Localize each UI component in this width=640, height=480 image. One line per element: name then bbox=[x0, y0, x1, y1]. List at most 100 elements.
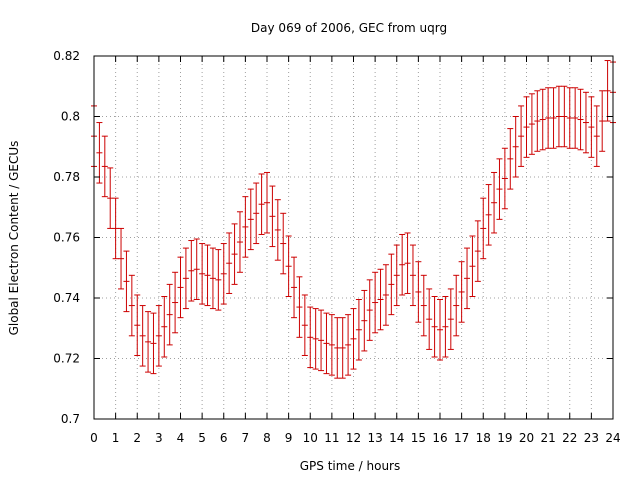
y-tick-label: 0.7 bbox=[61, 412, 80, 426]
error-bar-point bbox=[561, 85, 568, 148]
x-tick-label: 20 bbox=[519, 431, 534, 445]
error-bar-point bbox=[442, 295, 449, 358]
error-bar-point bbox=[545, 87, 552, 149]
x-tick-label: 5 bbox=[198, 431, 206, 445]
error-bar-point bbox=[453, 274, 460, 337]
chart-title: Day 069 of 2006, GEC from uqrg bbox=[251, 21, 447, 35]
x-tick-labels: 0 1 2 3 4 5 6 7 8 9 10 11 12 13 14 15 16 17 18 19 20 21 22 23 24 bbox=[90, 431, 620, 445]
error-bar-point bbox=[188, 240, 195, 302]
x-tick-label: 8 bbox=[263, 431, 271, 445]
error-bar-point bbox=[539, 88, 546, 151]
error-bar-point bbox=[355, 299, 362, 361]
x-tick-label: 0 bbox=[90, 431, 98, 445]
error-bar-point bbox=[199, 243, 206, 305]
x-tick-label: 24 bbox=[605, 431, 620, 445]
error-bar-point bbox=[301, 294, 308, 356]
error-bar-point bbox=[150, 312, 157, 375]
x-tick-label: 4 bbox=[177, 431, 185, 445]
y-tick-labels: 0.7 0.72 0.74 0.76 0.78 0.8 0.82 bbox=[53, 49, 80, 426]
x-tick-label: 15 bbox=[411, 431, 426, 445]
x-tick-label: 12 bbox=[346, 431, 361, 445]
error-bar-point bbox=[431, 295, 438, 358]
x-tick-label: 7 bbox=[242, 431, 250, 445]
error-bar-point bbox=[572, 87, 579, 149]
error-bar-point bbox=[366, 279, 373, 341]
error-bar-point bbox=[334, 317, 341, 379]
error-bar-point bbox=[593, 105, 600, 167]
error-bar-point bbox=[393, 244, 400, 307]
error-bar-point bbox=[285, 235, 292, 297]
x-tick-label: 13 bbox=[367, 431, 382, 445]
error-bar-point bbox=[247, 188, 254, 251]
error-bar-point bbox=[215, 249, 222, 311]
y-tick-label: 0.74 bbox=[53, 291, 80, 305]
error-bar-point bbox=[528, 93, 535, 155]
error-bar-point bbox=[599, 90, 606, 152]
error-bar-point bbox=[415, 261, 422, 323]
error-bar-point bbox=[577, 88, 584, 151]
error-bar-point bbox=[485, 184, 492, 246]
error-bar-point bbox=[496, 158, 503, 220]
x-tick-label: 23 bbox=[584, 431, 599, 445]
error-bar-point bbox=[426, 288, 433, 350]
error-bar-point bbox=[269, 185, 276, 248]
x-tick-label: 10 bbox=[303, 431, 318, 445]
error-bar-point bbox=[123, 250, 130, 313]
error-bar-point bbox=[377, 268, 384, 331]
error-bar-point bbox=[604, 60, 611, 122]
error-bar-point bbox=[253, 182, 260, 245]
y-tick-label: 0.82 bbox=[53, 49, 80, 63]
error-bar-point bbox=[161, 295, 168, 358]
error-bar-point bbox=[382, 264, 389, 326]
error-bar-point bbox=[291, 256, 298, 319]
error-bar-point bbox=[491, 171, 498, 234]
x-axis-label: GPS time / hours bbox=[300, 459, 401, 473]
error-bar-point bbox=[469, 235, 476, 297]
x-tick-label: 1 bbox=[112, 431, 120, 445]
error-bar-point bbox=[566, 87, 573, 149]
error-bar-point bbox=[474, 220, 481, 282]
error-bar-point bbox=[409, 244, 416, 307]
error-bar-point bbox=[404, 232, 411, 294]
error-bar-point bbox=[458, 261, 465, 323]
x-tick-label: 16 bbox=[432, 431, 447, 445]
x-tick-label: 17 bbox=[454, 431, 469, 445]
error-bar-point bbox=[361, 289, 368, 352]
error-bar-point bbox=[128, 274, 135, 337]
y-tick-label: 0.72 bbox=[53, 352, 80, 366]
error-bar-point bbox=[204, 244, 211, 307]
error-bar-point bbox=[172, 271, 179, 334]
x-tick-label: 21 bbox=[540, 431, 555, 445]
error-bar-point bbox=[523, 96, 530, 158]
error-bar-series bbox=[91, 60, 616, 379]
error-bar-point bbox=[501, 147, 508, 210]
error-bar-point bbox=[420, 274, 427, 337]
error-bar-point bbox=[182, 247, 189, 310]
error-bar-point bbox=[582, 91, 589, 154]
y-axis-label: Global Electron Content / GECUs bbox=[7, 141, 21, 336]
y-tick-label: 0.78 bbox=[53, 170, 80, 184]
error-bar-point bbox=[226, 232, 233, 294]
error-bar-point bbox=[193, 238, 200, 301]
error-bar-point bbox=[328, 314, 335, 376]
error-bar-point bbox=[258, 173, 265, 235]
error-bar-point bbox=[280, 212, 287, 275]
error-bar-point bbox=[339, 317, 346, 379]
error-bar-point bbox=[518, 105, 525, 167]
x-tick-label: 14 bbox=[389, 431, 404, 445]
error-bar-point bbox=[550, 87, 557, 149]
error-bar-point bbox=[118, 227, 125, 290]
error-bar-point bbox=[264, 171, 270, 234]
error-bar-point bbox=[534, 90, 541, 152]
error-bar-point bbox=[96, 122, 103, 184]
error-bar-point bbox=[296, 276, 303, 338]
error-bar-point bbox=[209, 247, 216, 310]
grid-lines bbox=[94, 56, 613, 419]
error-bar-point bbox=[372, 271, 379, 334]
x-tick-label: 2 bbox=[133, 431, 141, 445]
x-tick-label: 6 bbox=[220, 431, 228, 445]
error-bar-point bbox=[274, 199, 281, 261]
error-bar-point bbox=[507, 128, 514, 190]
x-tick-label: 9 bbox=[285, 431, 293, 445]
